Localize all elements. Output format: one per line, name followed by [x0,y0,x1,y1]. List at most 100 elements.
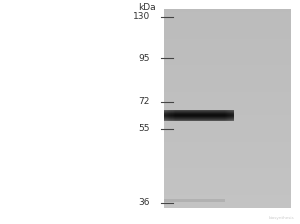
Bar [174,110,175,121]
Bar [207,110,208,121]
Bar [177,110,178,121]
Bar [170,110,171,121]
Bar [211,110,212,121]
Bar [226,110,227,121]
Bar [164,112,291,115]
Bar [164,26,291,29]
Bar [191,110,192,121]
Bar [164,149,291,152]
Bar [164,56,291,59]
Bar [164,45,291,49]
Bar [164,110,234,111]
Bar [199,110,200,121]
Bar [214,110,215,121]
Bar [164,22,291,26]
Bar [164,36,291,39]
Bar [197,110,198,121]
Bar [164,142,291,145]
Bar [164,114,234,115]
Bar [164,89,291,92]
Bar [164,168,291,172]
Bar [164,109,291,112]
Text: 130: 130 [133,12,150,21]
Bar [166,110,167,121]
Bar [164,82,291,85]
Bar [164,75,291,79]
Bar [164,195,291,198]
Bar [164,172,291,175]
Bar [208,110,210,121]
Bar [164,85,291,89]
Bar [164,52,291,56]
Bar [164,19,291,22]
Bar [164,185,291,188]
Bar [203,110,204,121]
Bar [233,110,234,121]
Bar [222,110,224,121]
Bar [164,119,234,120]
Bar [213,110,214,121]
Bar [172,110,174,121]
Bar [164,117,234,118]
Bar [164,113,234,114]
Bar [164,49,291,52]
Bar [182,110,183,121]
Bar [218,110,219,121]
Bar [164,202,291,205]
Bar [164,135,291,138]
Bar [164,62,291,65]
Bar [164,162,291,165]
Text: 95: 95 [139,54,150,63]
Bar [164,132,291,135]
Bar [164,159,291,162]
Bar [164,165,291,168]
Bar [164,39,291,42]
Bar [164,42,291,45]
Bar [164,155,291,159]
Bar [164,192,291,195]
Bar [164,72,291,75]
Bar [186,110,188,121]
Bar [164,119,291,122]
Bar [220,110,221,121]
Bar [164,32,291,36]
Bar [164,129,291,132]
Bar [164,115,291,119]
Bar [164,120,234,121]
Bar [175,110,176,121]
Bar [164,152,291,155]
Bar [230,110,232,121]
Bar [164,179,291,182]
Text: kDa: kDa [138,3,156,12]
Bar [200,110,202,121]
Bar [164,145,291,149]
Bar [167,110,168,121]
Bar [224,110,225,121]
Bar [164,16,291,19]
Bar [184,110,185,121]
Bar [219,110,220,121]
Bar [164,92,291,95]
Bar [212,110,213,121]
Bar [164,105,291,109]
Bar [227,110,228,121]
Bar [221,110,222,121]
Bar [164,115,234,116]
Bar [164,125,291,129]
Bar [195,110,196,121]
Bar [164,69,291,72]
Text: 72: 72 [139,97,150,106]
Bar [164,205,291,208]
Bar [205,110,206,121]
Bar [178,110,179,121]
Bar [185,110,186,121]
Bar [164,188,291,192]
Bar [164,65,291,69]
Bar [164,111,234,112]
Bar [206,110,207,121]
Text: 55: 55 [139,124,150,133]
Bar [164,122,291,125]
Bar [228,110,230,121]
Bar [176,110,177,121]
Bar [194,110,195,121]
